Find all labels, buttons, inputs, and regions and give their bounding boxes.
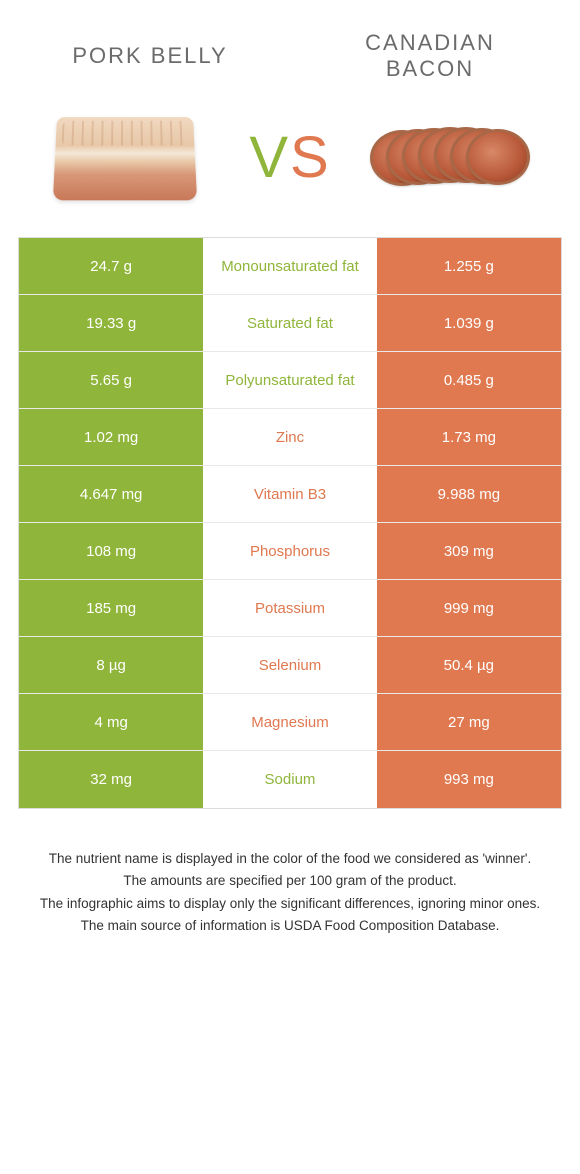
table-row: 108 mgPhosphorus309 mg (19, 523, 561, 580)
nutrient-label: Magnesium (203, 694, 376, 750)
table-row: 32 mgSodium993 mg (19, 751, 561, 808)
right-value: 50.4 µg (377, 637, 561, 693)
vs-row: VS (0, 92, 580, 237)
left-value: 108 mg (19, 523, 203, 579)
table-row: 8 µgSelenium50.4 µg (19, 637, 561, 694)
left-value: 185 mg (19, 580, 203, 636)
table-row: 1.02 mgZinc1.73 mg (19, 409, 561, 466)
right-value: 999 mg (377, 580, 561, 636)
nutrient-label: Potassium (203, 580, 376, 636)
left-value: 8 µg (19, 637, 203, 693)
left-value: 4.647 mg (19, 466, 203, 522)
nutrient-label: Polyunsaturated fat (203, 352, 376, 408)
left-value: 32 mg (19, 751, 203, 808)
vs-label: VS (249, 124, 330, 191)
footer-line: The nutrient name is displayed in the co… (30, 849, 550, 869)
right-value: 1.255 g (377, 238, 561, 294)
left-value: 19.33 g (19, 295, 203, 351)
nutrient-label: Saturated fat (203, 295, 376, 351)
right-food-title: Canadian bacon (320, 30, 540, 82)
right-value: 993 mg (377, 751, 561, 808)
right-value: 0.485 g (377, 352, 561, 408)
table-row: 185 mgPotassium999 mg (19, 580, 561, 637)
table-row: 4.647 mgVitamin B39.988 mg (19, 466, 561, 523)
left-value: 5.65 g (19, 352, 203, 408)
right-value: 1.73 mg (377, 409, 561, 465)
right-value: 1.039 g (377, 295, 561, 351)
nutrient-label: Monounsaturated fat (203, 238, 376, 294)
left-value: 1.02 mg (19, 409, 203, 465)
table-row: 5.65 gPolyunsaturated fat0.485 g (19, 352, 561, 409)
footer-line: The amounts are specified per 100 gram o… (30, 871, 550, 891)
nutrient-label: Zinc (203, 409, 376, 465)
nutrient-label: Selenium (203, 637, 376, 693)
footer-line: The main source of information is USDA F… (30, 916, 550, 936)
table-row: 19.33 gSaturated fat1.039 g (19, 295, 561, 352)
vs-v: V (249, 125, 290, 190)
table-row: 4 mgMagnesium27 mg (19, 694, 561, 751)
nutrient-label: Vitamin B3 (203, 466, 376, 522)
footer-notes: The nutrient name is displayed in the co… (0, 809, 580, 936)
left-value: 24.7 g (19, 238, 203, 294)
vs-s: S (290, 125, 331, 190)
canadian-bacon-image (370, 102, 540, 212)
pork-belly-image (40, 102, 210, 212)
nutrient-table: 24.7 gMonounsaturated fat1.255 g19.33 gS… (18, 237, 562, 809)
header: Pork belly Canadian bacon (0, 0, 580, 92)
left-food-title: Pork belly (40, 43, 260, 69)
right-value: 309 mg (377, 523, 561, 579)
right-value: 27 mg (377, 694, 561, 750)
left-value: 4 mg (19, 694, 203, 750)
footer-line: The infographic aims to display only the… (30, 894, 550, 914)
right-value: 9.988 mg (377, 466, 561, 522)
nutrient-label: Sodium (203, 751, 376, 808)
table-row: 24.7 gMonounsaturated fat1.255 g (19, 238, 561, 295)
nutrient-label: Phosphorus (203, 523, 376, 579)
